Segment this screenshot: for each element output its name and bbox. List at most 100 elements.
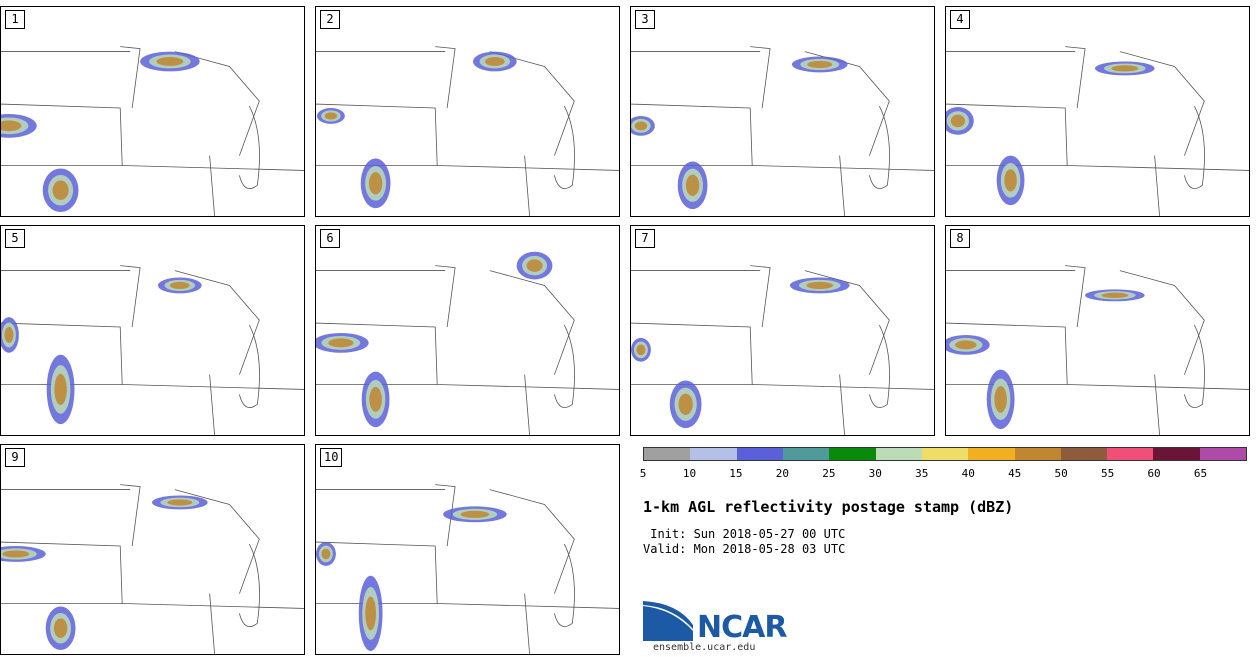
reflectivity-echo <box>807 60 833 69</box>
boundary-line <box>1067 384 1249 390</box>
ensemble-member-panel-8: 8 <box>945 225 1250 436</box>
reflectivity-echo <box>685 174 700 196</box>
valid-time: Valid: Mon 2018-05-28 03 UTC <box>643 542 846 556</box>
boundary-line <box>120 265 141 328</box>
boundary-line <box>120 484 141 547</box>
boundary-line <box>524 155 530 216</box>
boundary-line <box>1154 374 1160 435</box>
member-number: 4 <box>950 10 970 29</box>
boundary-line <box>839 374 845 435</box>
boundary-line <box>750 46 771 109</box>
reflectivity-echo <box>4 326 14 343</box>
reflectivity-echo <box>806 281 834 289</box>
colorbar-segment <box>1153 448 1200 460</box>
colorbar-tick-label: 5 <box>639 467 647 480</box>
reflectivity-echo <box>955 340 977 350</box>
reflectivity-echo <box>156 57 184 66</box>
ensemble-member-panel-1: 1 <box>0 6 305 217</box>
boundary-line <box>631 103 753 166</box>
member-number: 1 <box>5 10 25 29</box>
reflectivity-echo <box>369 386 382 412</box>
colorbar-tick-label: 20 <box>775 467 789 480</box>
boundary-line <box>437 384 619 390</box>
colorbar-tick-label: 50 <box>1054 467 1068 480</box>
ensemble-member-panel-6: 6 <box>315 225 620 436</box>
reflectivity-echo <box>54 373 67 406</box>
member-number: 6 <box>320 229 340 248</box>
boundary-line <box>1154 155 1160 216</box>
ensemble-member-panel-2: 2 <box>315 6 620 217</box>
reflectivity-map <box>946 265 1249 435</box>
reflectivity-echo <box>1004 169 1017 192</box>
ncar-logo-text: NCAR <box>697 610 787 645</box>
reflectivity-echo <box>484 57 505 66</box>
ensemble-member-panel-5: 5 <box>0 225 305 436</box>
boundary-line <box>437 603 619 609</box>
reflectivity-echo <box>167 499 193 506</box>
reflectivity-map <box>631 265 934 435</box>
member-number: 8 <box>950 229 970 248</box>
boundary-line <box>1184 105 1205 189</box>
boundary-line <box>239 543 260 627</box>
init-time: Init: Sun 2018-05-27 00 UTC <box>643 527 846 541</box>
reflectivity-echo <box>365 596 377 631</box>
colorbar-segment <box>829 448 876 460</box>
boundary-line <box>209 155 215 216</box>
boundary-line <box>1 103 123 166</box>
boundary-line <box>120 46 141 109</box>
reflectivity-map <box>946 46 1249 216</box>
boundary-line <box>174 489 260 594</box>
reflectivity-echo <box>678 393 693 415</box>
boundary-line <box>209 374 215 435</box>
boundary-line <box>122 165 304 171</box>
colorbar-tick-label: 35 <box>915 467 929 480</box>
reflectivity-map <box>316 251 619 435</box>
reflectivity-echo <box>321 548 331 560</box>
boundary-line <box>1184 324 1205 408</box>
boundary-line <box>435 484 456 547</box>
reflectivity-echo <box>328 338 354 348</box>
colorbar-segment <box>1199 448 1247 460</box>
ensemble-member-panel-7: 7 <box>630 225 935 436</box>
member-number: 3 <box>635 10 655 29</box>
colorbar-segment <box>782 448 830 460</box>
colorbar-segment <box>921 448 969 460</box>
member-number: 10 <box>320 448 343 467</box>
boundary-line <box>554 105 575 189</box>
boundary-line <box>209 593 215 654</box>
boundary-line <box>174 270 260 375</box>
colorbar-segment <box>644 448 691 460</box>
boundary-line <box>752 384 934 390</box>
colorbar-tick-label: 10 <box>682 467 697 480</box>
colorbar-tick-label: 30 <box>868 467 882 480</box>
colorbar-tick-label: 25 <box>822 467 836 480</box>
reflectivity-echo <box>1101 292 1129 299</box>
ncar-logo-icon <box>643 601 693 641</box>
boundary-line <box>524 593 530 654</box>
colorbar-segment <box>968 448 1015 460</box>
colorbar-tick-label: 55 <box>1100 467 1115 480</box>
reflectivity-echo <box>994 385 1007 413</box>
boundary-line <box>435 46 456 109</box>
boundary-line <box>554 543 575 627</box>
colorbar-tick-label: 45 <box>1008 467 1022 480</box>
reflectivity-echo <box>460 510 490 518</box>
reflectivity-echo <box>1111 65 1139 72</box>
member-number: 2 <box>320 10 340 29</box>
boundary-line <box>1067 165 1249 171</box>
member-number: 7 <box>635 229 655 248</box>
figure-title: 1-km AGL reflectivity postage stamp (dBZ… <box>643 498 1014 516</box>
boundary-line <box>122 603 304 609</box>
colorbar-segment <box>736 448 783 460</box>
reflectivity-map <box>1 46 304 216</box>
boundary-line <box>554 324 575 408</box>
boundary-line <box>750 265 771 328</box>
colorbar-segment <box>1014 448 1061 460</box>
reflectivity-map <box>1 484 304 654</box>
ensemble-member-panel-4: 4 <box>945 6 1250 217</box>
reflectivity-echo <box>634 121 648 131</box>
boundary-line <box>1119 51 1205 156</box>
ensemble-member-panel-10: 10 <box>315 444 620 655</box>
boundary-line <box>1 541 123 604</box>
boundary-line <box>804 270 890 375</box>
